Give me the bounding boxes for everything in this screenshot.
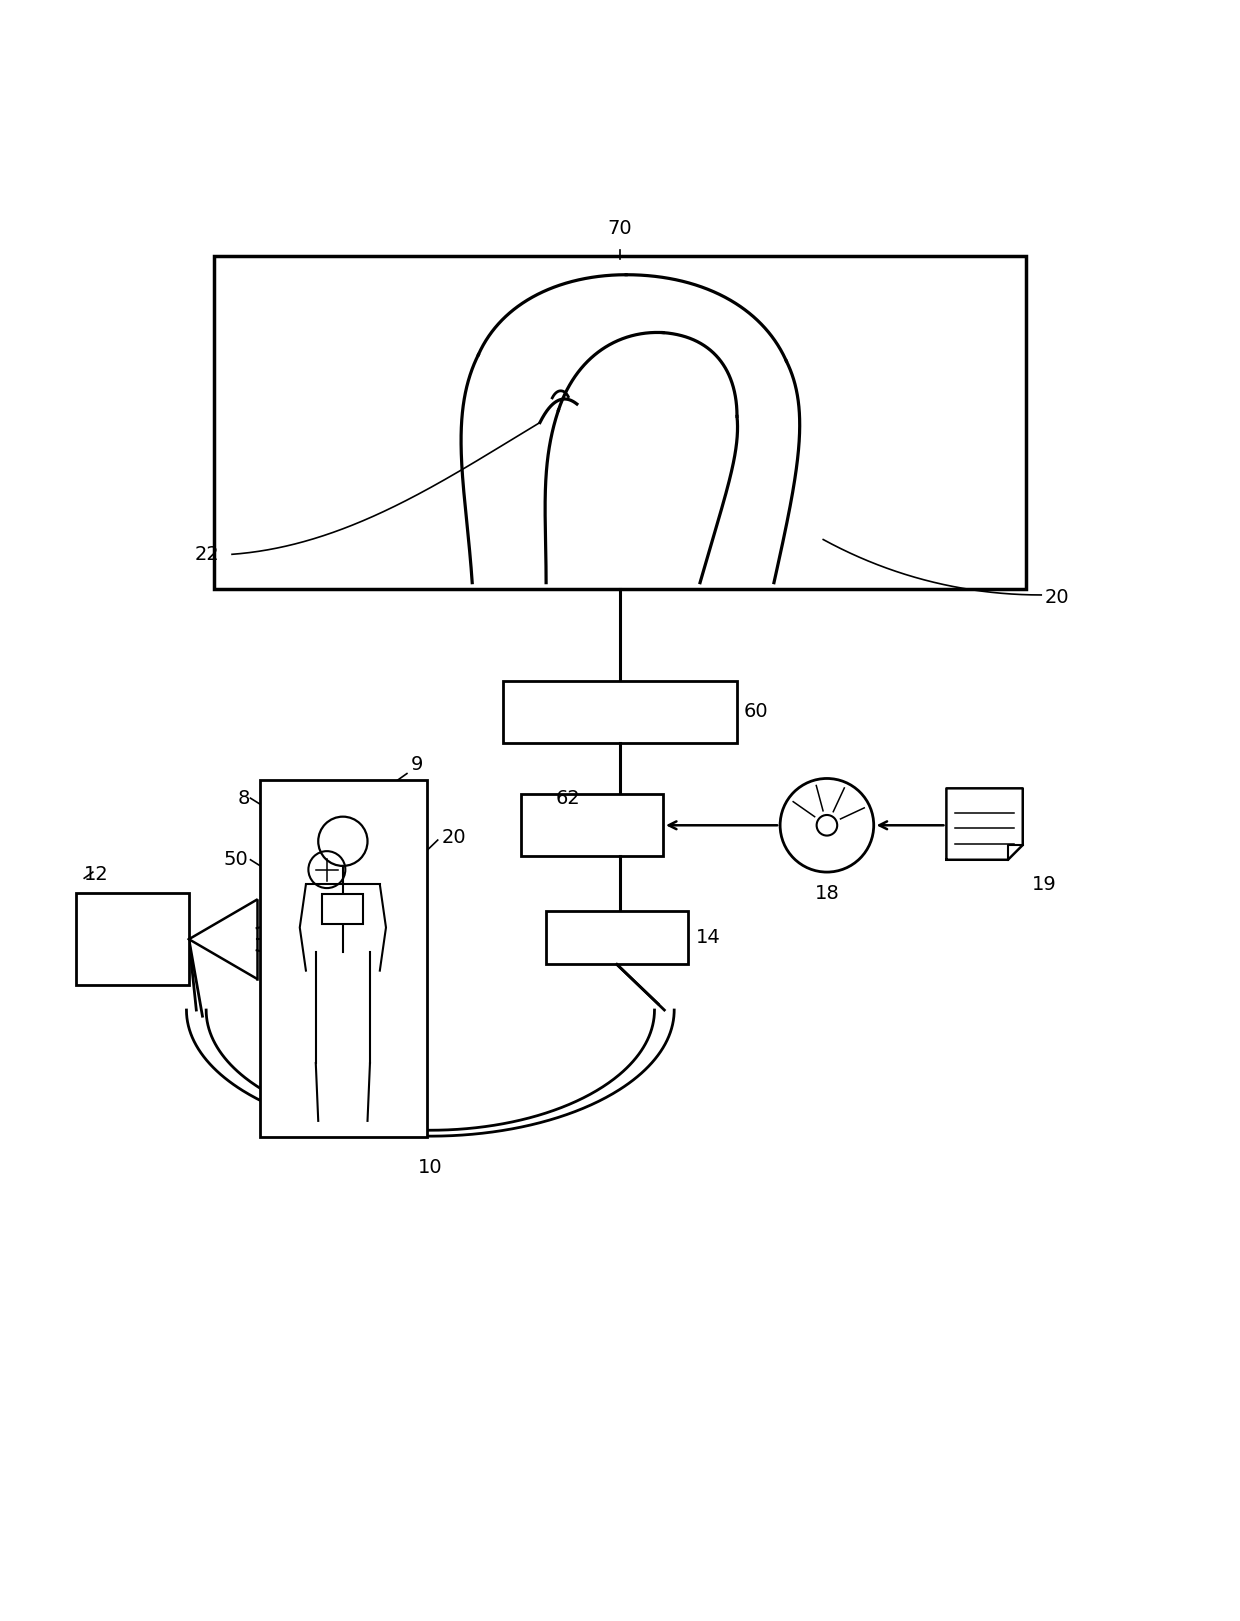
Text: 9: 9 xyxy=(410,754,423,773)
Text: 12: 12 xyxy=(84,866,109,885)
Text: 60: 60 xyxy=(743,702,768,721)
Bar xyxy=(260,780,427,1136)
Bar xyxy=(322,895,362,924)
Bar xyxy=(76,893,188,986)
Text: 22: 22 xyxy=(195,545,219,564)
Text: 50: 50 xyxy=(223,851,248,869)
Text: 20: 20 xyxy=(441,828,466,848)
Bar xyxy=(522,794,663,856)
Text: 70: 70 xyxy=(608,219,632,238)
Text: 14: 14 xyxy=(697,927,722,947)
Bar xyxy=(546,911,688,964)
Text: 20: 20 xyxy=(1045,588,1070,606)
Text: 10: 10 xyxy=(418,1157,443,1177)
Text: 18: 18 xyxy=(815,885,839,903)
Bar xyxy=(503,681,737,742)
Bar xyxy=(213,256,1027,588)
Text: 62: 62 xyxy=(556,789,580,807)
Text: 19: 19 xyxy=(1032,875,1056,893)
Text: 8: 8 xyxy=(238,789,250,807)
